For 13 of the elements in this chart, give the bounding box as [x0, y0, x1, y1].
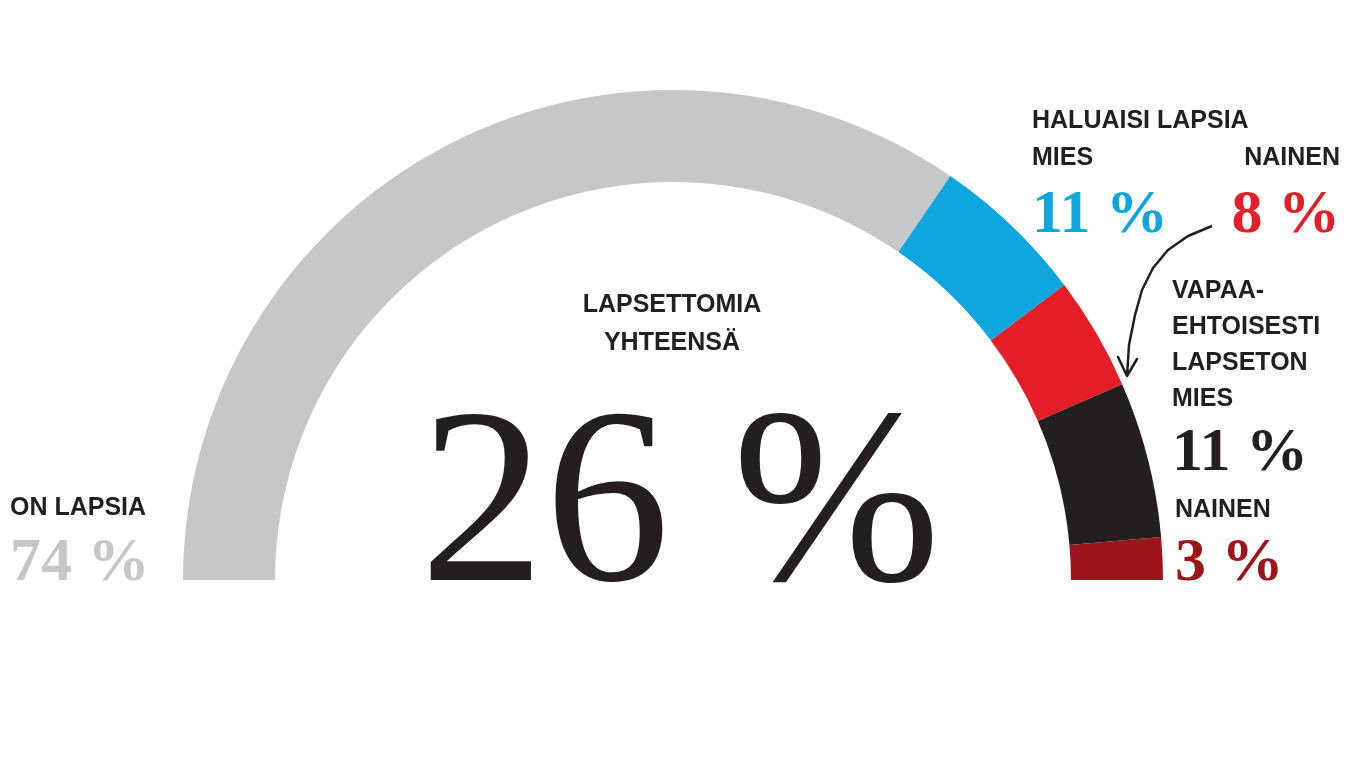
slice-label: NAINEN — [1175, 494, 1271, 522]
data-label: 11 % — [1172, 415, 1309, 483]
data-label: 8 % — [1231, 177, 1340, 245]
data-label: 11 % — [1032, 177, 1169, 245]
text: 26 % — [419, 357, 941, 634]
slice-label: NAINEN — [1244, 142, 1340, 170]
text: LAPSETTOMIA YHTEENSÄ — [582, 289, 762, 355]
slice-label: MIES — [1032, 142, 1094, 170]
data-label: 74 % — [10, 525, 150, 593]
slice-label: ON LAPSIA — [10, 492, 147, 520]
data-label: 3 % — [1175, 525, 1284, 593]
text: HALUAISI LAPSIA — [1032, 105, 1249, 133]
slice-label: VAPAA-EHTOISESTI LAPSETON MIES — [1172, 275, 1321, 411]
